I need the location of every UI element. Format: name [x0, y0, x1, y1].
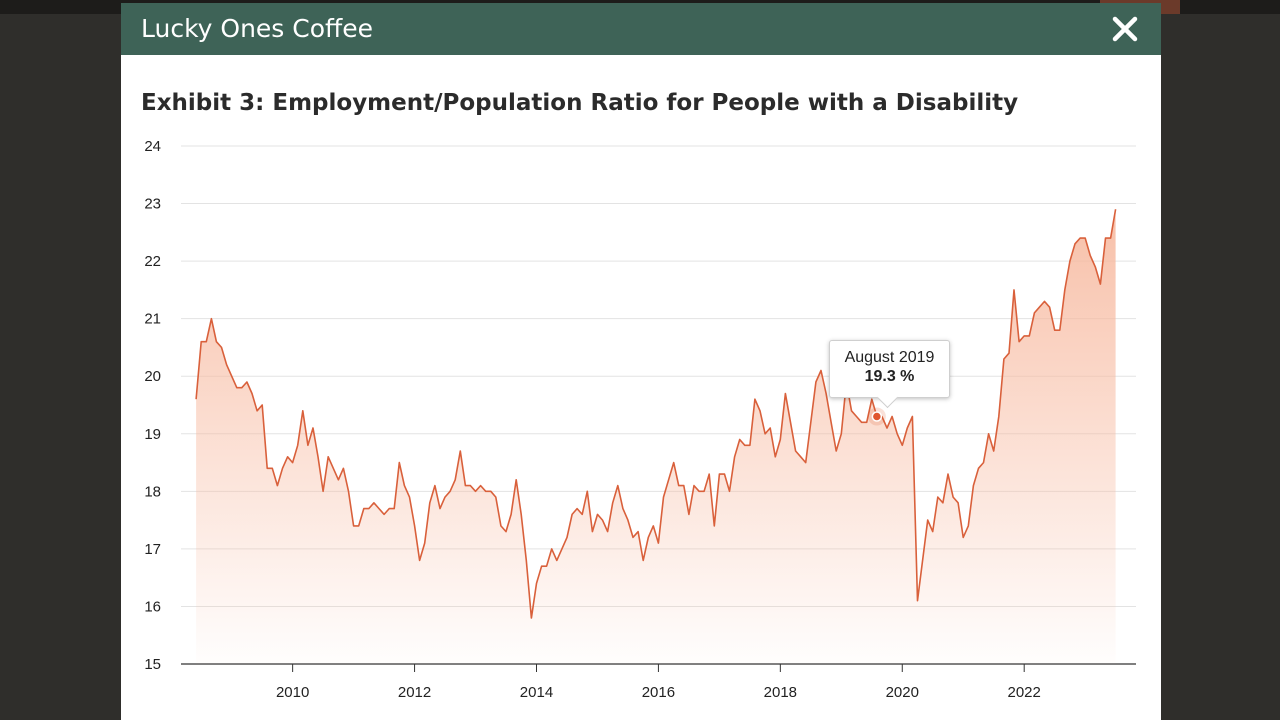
modal-header: Lucky Ones Coffee — [121, 3, 1161, 55]
highlight-point — [871, 411, 883, 422]
y-tick-label: 20 — [144, 368, 161, 385]
y-tick-label: 19 — [144, 426, 161, 443]
series-line — [195, 209, 1117, 619]
y-tick-label: 15 — [144, 656, 161, 673]
chart-title: Exhibit 3: Employment/Population Ratio f… — [141, 90, 1019, 116]
y-tick-label: 24 — [144, 138, 161, 155]
y-tick-label: 21 — [144, 311, 161, 328]
y-tick-label: 22 — [144, 253, 161, 270]
tooltip-label: August 2019 — [844, 349, 935, 366]
x-tick-label: 2020 — [886, 684, 919, 701]
chart-plot: 15 16 17 18 19 20 21 22 23 24 2010 2012 2014 2016 2018… — [144, 138, 1136, 701]
x-tick-label: 2010 — [276, 684, 309, 701]
x-tick-label: 2022 — [1008, 684, 1041, 701]
tooltip-value: 19.3 % — [864, 368, 915, 385]
chart-tooltip: August 2019 19.3 % — [829, 340, 950, 409]
series-area — [196, 209, 1116, 665]
x-tick-label: 2018 — [764, 684, 797, 701]
y-tick-label: 17 — [144, 541, 161, 558]
x-tick-label: 2012 — [398, 684, 431, 701]
modal-title: Lucky Ones Coffee — [141, 14, 374, 43]
x-tick-label: 2014 — [520, 684, 553, 701]
close-button[interactable] — [1107, 11, 1143, 47]
close-icon — [1112, 16, 1138, 42]
chart-modal: Lucky Ones Coffee Exhibit 3: Employment/… — [121, 3, 1161, 720]
y-tick-label: 18 — [144, 483, 161, 500]
x-tick-label: 2016 — [642, 684, 675, 701]
y-tick-label: 16 — [144, 598, 161, 615]
y-tick-label: 23 — [144, 196, 161, 213]
